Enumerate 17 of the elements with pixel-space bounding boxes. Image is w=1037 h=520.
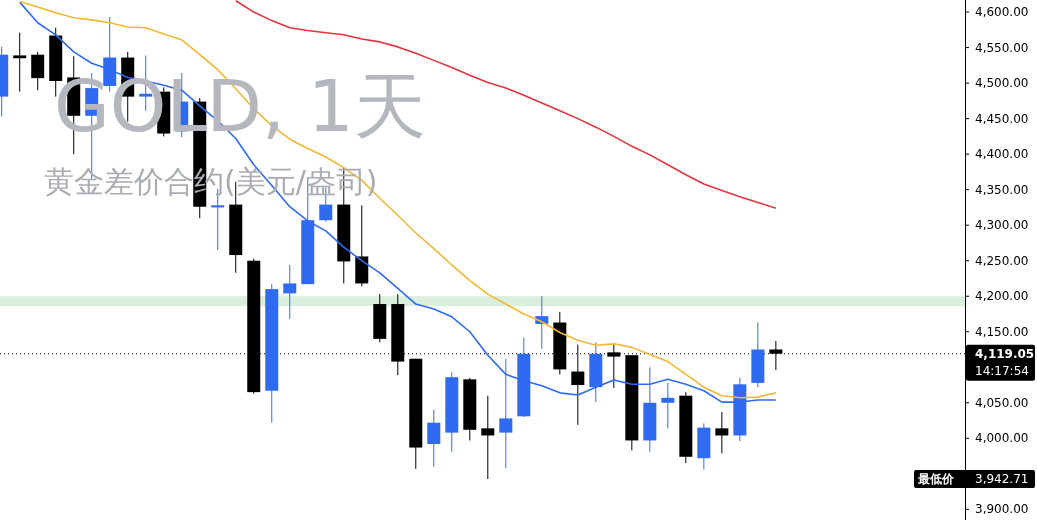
- ref-line-label: 4,119.05: [975, 346, 1035, 361]
- y-tick-label: 4,250.00: [975, 253, 1029, 268]
- y-tick-label: 4,000.00: [975, 431, 1029, 446]
- y-tick-label: 4,450.00: [975, 111, 1029, 126]
- text: 3,942.71: [975, 472, 1029, 486]
- y-tick-label: 4,200.00: [975, 289, 1029, 304]
- y-tick-label: 4,600.00: [975, 5, 1029, 20]
- y-tick-label: 3,900.00: [975, 502, 1029, 517]
- text: 14:17:54: [975, 363, 1029, 378]
- y-tick-label: 4,500.00: [975, 76, 1029, 91]
- y-tick-label: 4,050.00: [975, 395, 1029, 410]
- y-tick-label: 4,350.00: [975, 182, 1029, 197]
- y-tick-label: 4,300.00: [975, 218, 1029, 233]
- y-tick-label: 4,400.00: [975, 147, 1029, 162]
- y-tick-label: 4,150.00: [975, 324, 1029, 339]
- y-tick-label: 4,550.00: [975, 40, 1029, 55]
- text: 最低价: [917, 472, 955, 486]
